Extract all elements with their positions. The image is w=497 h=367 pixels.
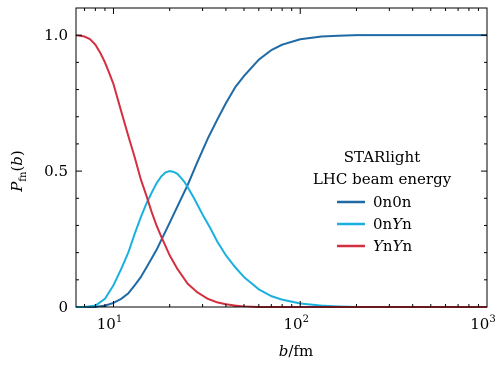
plot-frame <box>75 7 488 308</box>
y-tick-label: 1.0 <box>44 26 68 44</box>
x-tick-label: 103 <box>470 314 495 333</box>
legend-title-line-2: LHC beam energy <box>313 170 452 188</box>
legend-title-line-1: STARlight <box>344 148 420 166</box>
ticks-layer: 101 102 103 0 0.5 1.0 <box>44 7 496 333</box>
legend: STARlight LHC beam energy 0n0n 0nYn YnYn <box>313 148 452 255</box>
y-tick-label: 0 <box>58 298 68 316</box>
legend-label-0nYn: 0nYn <box>373 215 412 233</box>
legend-label-0n0n: 0n0n <box>373 193 412 211</box>
x-tick-label: 102 <box>284 314 309 333</box>
series-line-0nYn <box>76 170 487 308</box>
x-axis-title: b/fm <box>279 342 313 360</box>
y-tick-label: 0.5 <box>44 162 68 180</box>
y-axis-title: Pfn(b) <box>8 150 29 193</box>
legend-label-YnYn: YnYn <box>373 237 412 255</box>
x-tick-label: 101 <box>97 314 122 333</box>
series-line-0n0n <box>76 34 487 308</box>
